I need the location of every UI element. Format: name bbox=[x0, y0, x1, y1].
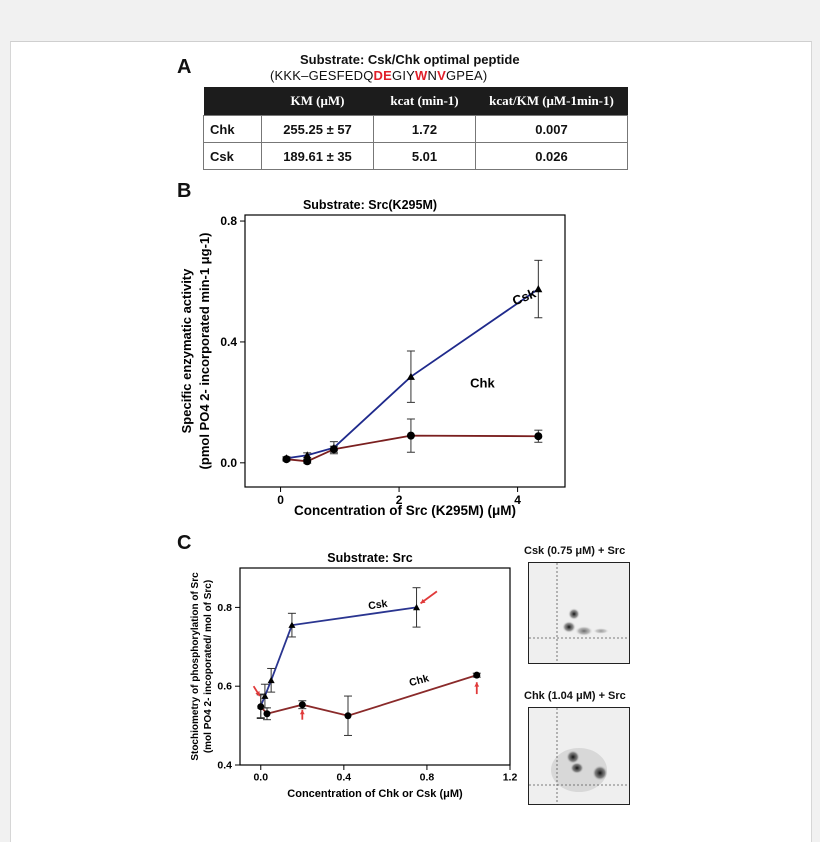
table-row: Csk 189.61 ± 35 5.01 0.026 bbox=[203, 142, 628, 170]
autoradiograph-icon bbox=[529, 563, 629, 663]
peptide-highlight: V bbox=[437, 68, 446, 83]
x-tick-label: 0.4 bbox=[337, 772, 352, 784]
x-tick-label: 0.8 bbox=[420, 772, 435, 784]
series-label-csk: Csk bbox=[510, 285, 538, 308]
gel-csk-label: Csk (0.75 μM) + Src bbox=[524, 545, 626, 557]
y-axis-label: Specific enzymatic activity bbox=[179, 268, 194, 434]
y-tick-label: 0.4 bbox=[220, 335, 237, 349]
activity-chart: Substrate: Src(K295M) 0 2 4 0.0 0.4 0.8 Concent… bbox=[179, 198, 566, 518]
table-cell: Chk bbox=[203, 115, 262, 143]
table-header-row: KM (μM) kcat (min-1) kcat/KM (μM-1min-1) bbox=[203, 87, 628, 116]
gel-csk-image bbox=[528, 562, 630, 664]
y-axis-label: (pmol PO4 2- incorporated min-1 μg-1) bbox=[197, 233, 212, 470]
panel-b-letter: B bbox=[177, 180, 192, 202]
peptide-part: GIY bbox=[392, 68, 416, 83]
y-tick-label: 0.8 bbox=[220, 214, 237, 228]
data-point-chk bbox=[329, 445, 338, 454]
peptide-part: GPEA) bbox=[445, 68, 488, 83]
red-arrow-head-icon bbox=[474, 682, 480, 687]
data-point-chk bbox=[282, 455, 291, 464]
series-label-chk: Chk bbox=[470, 375, 495, 390]
table-header bbox=[203, 87, 262, 116]
x-tick-label: 1.2 bbox=[503, 772, 518, 784]
panel-a-title: Substrate: Csk/Chk optimal peptide bbox=[300, 52, 520, 67]
panel-a-letter: A bbox=[177, 56, 192, 78]
table-header: kcat (min-1) bbox=[373, 87, 476, 116]
red-arrow-head-icon bbox=[255, 691, 260, 697]
data-point-csk bbox=[267, 676, 275, 684]
data-point-chk bbox=[298, 701, 306, 709]
series-label-csk: Csk bbox=[368, 598, 389, 613]
plot-frame bbox=[244, 214, 566, 488]
table-row: Chk 255.25 ± 57 1.72 0.007 bbox=[203, 115, 628, 143]
table-cell: 0.007 bbox=[475, 115, 628, 143]
data-point-chk bbox=[303, 457, 312, 466]
series-line-chk bbox=[286, 434, 539, 463]
table-cell: 1.72 bbox=[373, 115, 476, 143]
y-axis-label: Stochiometry of phosphorylation of Src bbox=[190, 572, 201, 761]
data-point-chk bbox=[473, 671, 481, 679]
data-point-chk bbox=[344, 712, 352, 720]
table-cell: 5.01 bbox=[373, 142, 476, 170]
panel-c-letter: C bbox=[177, 532, 192, 554]
series-line-chk bbox=[260, 674, 478, 717]
data-point-csk bbox=[413, 603, 421, 611]
data-point-csk bbox=[534, 285, 543, 293]
gel-chk-image bbox=[528, 707, 630, 805]
red-arrow-head-icon bbox=[299, 709, 305, 715]
peptide-part: (KKK–GESFEDQ bbox=[270, 68, 374, 83]
data-point-csk bbox=[303, 451, 312, 459]
x-tick-label: 0.0 bbox=[253, 772, 268, 784]
y-tick-label: 0.8 bbox=[217, 602, 232, 614]
data-point-chk bbox=[534, 432, 543, 441]
y-tick-label: 0.0 bbox=[220, 456, 237, 470]
x-tick-label: 4 bbox=[514, 493, 521, 507]
autoradiograph-icon bbox=[529, 708, 629, 804]
table-cell: Csk bbox=[203, 142, 262, 170]
gel-chk-label: Chk (1.04 μM) + Src bbox=[524, 690, 626, 702]
x-axis-label: Concentration of Chk or Csk (μM) bbox=[287, 788, 463, 800]
table-cell: 255.25 ± 57 bbox=[261, 115, 374, 143]
data-point-chk bbox=[257, 703, 265, 711]
data-point-csk bbox=[406, 372, 415, 380]
y-axis-label: (mol PO4 2- incoporated/ mol of Src) bbox=[203, 580, 214, 753]
stoichiometry-chart: Substrate: Src 0.0 0.4 0.8 1.2 0.4 0.6 0.8 Conce… bbox=[190, 551, 518, 800]
red-arrow-head-icon bbox=[420, 598, 426, 604]
chart-title: Substrate: Src bbox=[327, 551, 412, 565]
data-point-chk bbox=[263, 710, 271, 718]
chart-title: Substrate: Src(K295M) bbox=[303, 198, 437, 212]
table-header: KM (μM) bbox=[261, 87, 374, 116]
kinetics-table: KM (μM) kcat (min-1) kcat/KM (μM-1min-1)… bbox=[203, 87, 628, 170]
peptide-highlight: W bbox=[415, 68, 428, 83]
data-point-csk bbox=[261, 692, 269, 699]
x-tick-label: 2 bbox=[396, 493, 403, 507]
data-point-chk bbox=[406, 431, 415, 440]
plot-frame bbox=[239, 567, 511, 766]
series-label-chk: Chk bbox=[408, 672, 430, 689]
table-cell: 189.61 ± 35 bbox=[261, 142, 374, 170]
x-tick-label: 0 bbox=[277, 493, 284, 507]
series-line-csk bbox=[259, 606, 417, 707]
peptide-sequence: (KKK–GESFEDQDEGIYWNVGPEA) bbox=[270, 68, 487, 83]
peptide-part: N bbox=[427, 68, 438, 83]
data-point-csk bbox=[288, 621, 296, 628]
y-tick-label: 0.6 bbox=[217, 681, 232, 693]
y-tick-label: 0.4 bbox=[217, 760, 232, 772]
x-axis-label: Concentration of Src (K295M) (μM) bbox=[294, 503, 516, 518]
table-header: kcat/KM (μM-1min-1) bbox=[475, 87, 628, 116]
peptide-highlight: DE bbox=[373, 68, 393, 83]
table-cell: 0.026 bbox=[475, 142, 628, 170]
